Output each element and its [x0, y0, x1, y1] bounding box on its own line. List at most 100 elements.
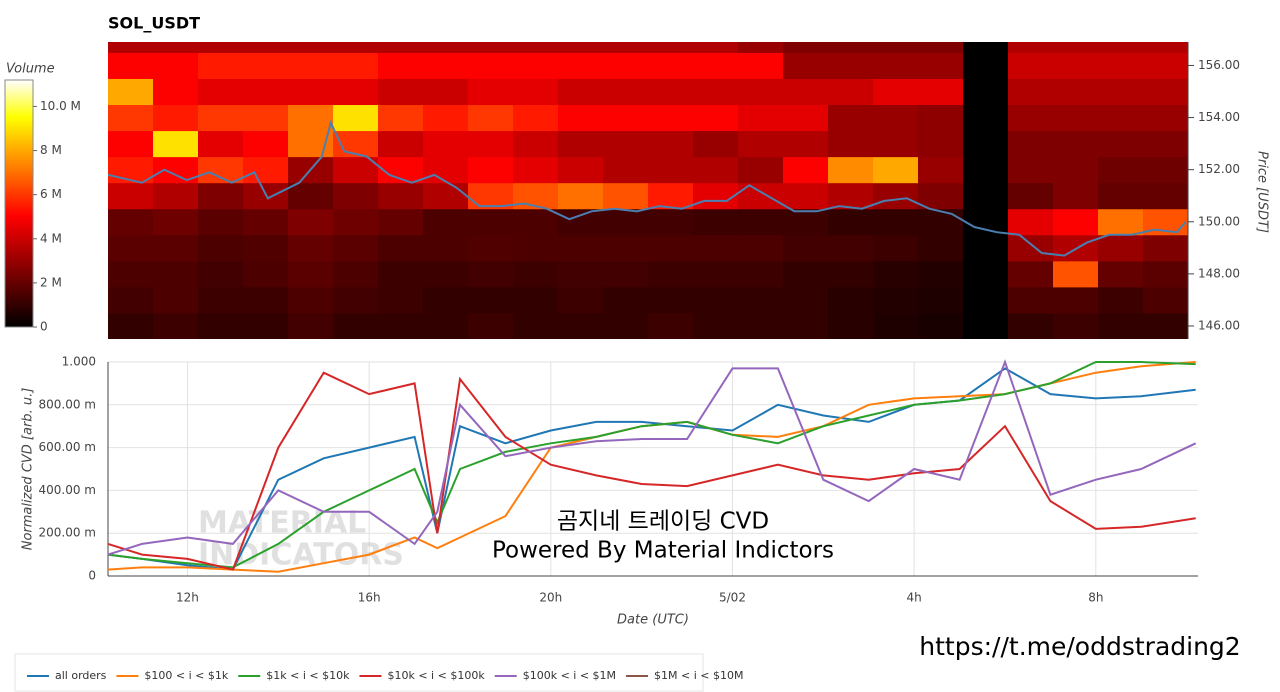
- heatmap-cell: [288, 286, 334, 314]
- heatmap-cell: [648, 130, 694, 158]
- heatmap-cell: [288, 104, 334, 132]
- series-line: [107, 359, 1197, 556]
- heatmap-cell: [873, 78, 919, 106]
- heatmap-cell: [1098, 130, 1144, 158]
- heatmap-cell: [1008, 42, 1054, 53]
- heatmap-cell: [1098, 52, 1144, 79]
- heatmap-cell: [783, 104, 829, 132]
- heatmap-cell: [873, 260, 919, 288]
- heatmap-cell: [288, 234, 334, 262]
- heatmap-cell: [738, 42, 784, 53]
- heatmap-cell: [198, 156, 244, 184]
- heatmap-cell: [468, 130, 514, 158]
- heatmap-cell: [378, 208, 424, 236]
- heatmap-cell: [243, 130, 289, 158]
- heatmap-cell: [108, 286, 154, 314]
- heatmap-cell: [1008, 78, 1054, 106]
- heatmap-cell: [873, 52, 919, 79]
- heatmap-cell: [603, 130, 649, 158]
- annotation: 곰지네 트레이딩 CVD: [557, 509, 769, 535]
- heatmap-cell: [828, 208, 874, 236]
- heatmap-cell: [1143, 104, 1188, 132]
- heatmap-cell: [873, 104, 919, 132]
- heatmap-cell: [243, 156, 289, 184]
- heatmap-cell: [738, 78, 784, 106]
- colorbar-tick-label: 10.0 M: [40, 99, 81, 113]
- heatmap-cell: [1053, 52, 1099, 79]
- heatmap-cell: [738, 156, 784, 184]
- heatmap-cell: [513, 130, 559, 158]
- heatmap-cell: [738, 52, 784, 79]
- heatmap-cell: [918, 260, 964, 288]
- heatmap-cell: [1143, 130, 1188, 158]
- heatmap-cell: [828, 234, 874, 262]
- heatmap-cell: [783, 260, 829, 288]
- y-tick-label: 154.00: [1198, 110, 1240, 124]
- heatmap-cell: [918, 78, 964, 106]
- heatmap-cell: [1143, 234, 1188, 262]
- y-tick-label: 150.00: [1198, 214, 1240, 228]
- heatmap-cell: [468, 78, 514, 106]
- heatmap-cell: [558, 286, 604, 314]
- heatmap-cell: [378, 42, 424, 53]
- heatmap-cell: [1098, 208, 1144, 236]
- heatmap-cell: [378, 312, 424, 339]
- heatmap-cell: [828, 286, 874, 314]
- heatmap-cell: [1053, 156, 1099, 184]
- heatmap-cell: [288, 312, 334, 339]
- heatmap-cell: [648, 104, 694, 132]
- colorbar-title: Volume: [6, 62, 55, 77]
- legend-label: $1M < i < $10M: [654, 669, 743, 682]
- x-tick-label: 20h: [539, 591, 562, 605]
- heatmap-cell: [963, 208, 1009, 236]
- heatmap-cell: [783, 208, 829, 236]
- price-line: [107, 119, 1187, 257]
- heatmap-cell: [873, 182, 919, 210]
- heatmap-cell: [513, 156, 559, 184]
- heatmap-cell: [963, 104, 1009, 132]
- heatmap-cell: [513, 104, 559, 132]
- heatmap-cell: [558, 104, 604, 132]
- heatmap-cell: [198, 52, 244, 79]
- heatmap-cell: [648, 78, 694, 106]
- heatmap-cell: [468, 260, 514, 288]
- heatmap-cell: [513, 52, 559, 79]
- heatmap-cell: [288, 182, 334, 210]
- heatmap-cell: [648, 52, 694, 79]
- heatmap-cell: [333, 234, 379, 262]
- heatmap-cell: [423, 156, 469, 184]
- heatmap-cell: [378, 130, 424, 158]
- y-tick-label: 600.00 m: [39, 440, 97, 454]
- heatmap-cell: [963, 260, 1009, 288]
- heatmap-cell: [828, 104, 874, 132]
- heatmap-cell: [513, 234, 559, 262]
- heatmap-cell: [963, 312, 1009, 339]
- watermark: MATERIAL: [198, 506, 366, 541]
- colorbar-tick-label: 2 M: [40, 275, 62, 289]
- heatmap-cell: [1143, 156, 1188, 184]
- y-axis-title: Normalized CVD [arb. u.]: [21, 388, 36, 551]
- heatmap-cell: [333, 260, 379, 288]
- heatmap-cell: [198, 130, 244, 158]
- legend-label: all orders: [55, 669, 107, 682]
- heatmap-cell: [783, 234, 829, 262]
- heatmap-cell: [648, 42, 694, 53]
- heatmap-cell: [873, 130, 919, 158]
- heatmap-cell: [423, 208, 469, 236]
- heatmap-cell: [918, 156, 964, 184]
- heatmap-cell: [1053, 182, 1099, 210]
- y-tick-label: 1.000: [62, 355, 96, 369]
- heatmap-cell: [153, 42, 199, 53]
- heatmap-cell: [108, 182, 154, 210]
- heatmap-cell: [1053, 260, 1099, 288]
- heatmap-cell: [198, 286, 244, 314]
- heatmap-cell: [828, 78, 874, 106]
- heatmap-cell: [288, 208, 334, 236]
- heatmap-cell: [738, 312, 784, 339]
- heatmap-cell: [783, 42, 829, 53]
- heatmap-cell: [1098, 286, 1144, 314]
- heatmap-cell: [603, 78, 649, 106]
- heatmap-cell: [648, 234, 694, 262]
- heatmap-cell: [963, 42, 1009, 53]
